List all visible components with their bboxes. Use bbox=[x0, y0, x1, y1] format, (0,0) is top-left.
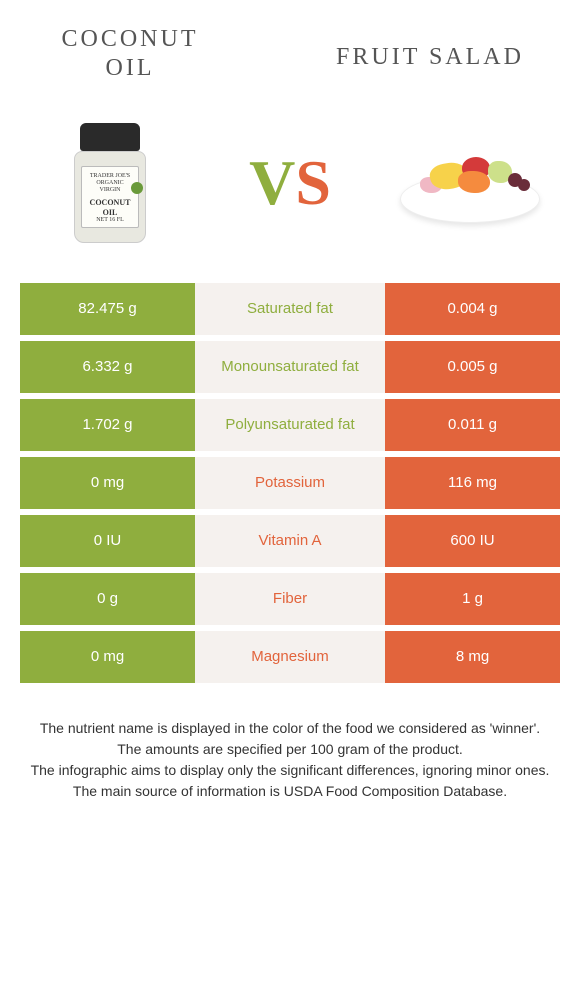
table-row: 0 mgMagnesium8 mg bbox=[20, 631, 560, 683]
vs-s: S bbox=[295, 147, 331, 218]
comparison-table: 82.475 gSaturated fat0.004 g 6.332 gMonou… bbox=[20, 283, 560, 683]
nutrient-label: Monounsaturated fat bbox=[195, 341, 385, 393]
right-value: 1 g bbox=[385, 573, 560, 625]
left-value: 0 g bbox=[20, 573, 195, 625]
nutrient-label: Fiber bbox=[195, 573, 385, 625]
title-right: FRUIT SALAD bbox=[320, 25, 540, 72]
left-value: 6.332 g bbox=[20, 341, 195, 393]
table-row: 82.475 gSaturated fat0.004 g bbox=[20, 283, 560, 335]
images-row: TRADER JOE'S ORGANIC VIRGIN COCONUT OIL … bbox=[0, 93, 580, 283]
right-value: 116 mg bbox=[385, 457, 560, 509]
nutrient-label: Saturated fat bbox=[195, 283, 385, 335]
nutrient-label: Polyunsaturated fat bbox=[195, 399, 385, 451]
header: COCONUT OIL FRUIT SALAD bbox=[0, 0, 580, 93]
vs-label: VS bbox=[249, 146, 331, 220]
footer-line: The amounts are specified per 100 gram o… bbox=[20, 739, 560, 760]
left-value: 82.475 g bbox=[20, 283, 195, 335]
table-row: 0 gFiber1 g bbox=[20, 573, 560, 625]
table-row: 6.332 gMonounsaturated fat0.005 g bbox=[20, 341, 560, 393]
plate-icon bbox=[400, 143, 540, 223]
left-value: 0 mg bbox=[20, 457, 195, 509]
footer-line: The nutrient name is displayed in the co… bbox=[20, 718, 560, 739]
table-row: 0 mgPotassium116 mg bbox=[20, 457, 560, 509]
left-value: 0 mg bbox=[20, 631, 195, 683]
footer-line: The infographic aims to display only the… bbox=[20, 760, 560, 781]
right-value: 600 IU bbox=[385, 515, 560, 567]
footer-line: The main source of information is USDA F… bbox=[20, 781, 560, 802]
table-row: 0 IUVitamin A600 IU bbox=[20, 515, 560, 567]
coconut-oil-image: TRADER JOE'S ORGANIC VIRGIN COCONUT OIL … bbox=[40, 113, 180, 253]
right-value: 0.004 g bbox=[385, 283, 560, 335]
left-value: 1.702 g bbox=[20, 399, 195, 451]
title-left: COCONUT OIL bbox=[40, 25, 220, 83]
vs-v: V bbox=[249, 147, 295, 218]
nutrient-label: Vitamin A bbox=[195, 515, 385, 567]
right-value: 0.011 g bbox=[385, 399, 560, 451]
right-value: 8 mg bbox=[385, 631, 560, 683]
jar-icon: TRADER JOE'S ORGANIC VIRGIN COCONUT OIL … bbox=[74, 123, 146, 243]
table-row: 1.702 gPolyunsaturated fat0.011 g bbox=[20, 399, 560, 451]
nutrient-label: Magnesium bbox=[195, 631, 385, 683]
nutrient-label: Potassium bbox=[195, 457, 385, 509]
left-value: 0 IU bbox=[20, 515, 195, 567]
footer-notes: The nutrient name is displayed in the co… bbox=[0, 718, 580, 802]
fruit-salad-image bbox=[400, 113, 540, 253]
right-value: 0.005 g bbox=[385, 341, 560, 393]
